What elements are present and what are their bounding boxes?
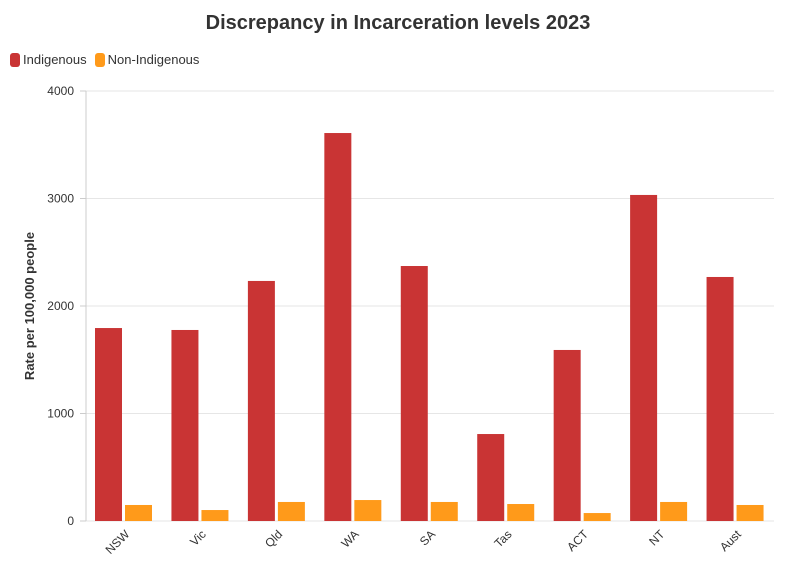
bar-indigenous-tas [477,434,505,521]
bar-non-indigenous-aust [736,504,764,521]
bar-indigenous-vic [171,329,199,521]
y-tick-label: 1000 [47,407,74,421]
bar-indigenous-wa [324,133,352,521]
bar-indigenous-nt [630,194,658,521]
x-tick-label: Qld [262,527,285,550]
bar-indigenous-qld [247,280,275,521]
x-tick-label: SA [417,527,438,548]
x-tick-label: Aust [717,527,744,554]
x-tick-label: Tas [491,527,514,550]
y-tick-label: 3000 [47,192,74,206]
legend-swatch [10,52,20,67]
bar-non-indigenous-qld [277,501,305,521]
x-tick-label: Vic [187,527,209,549]
chart-title: Discrepancy in Incarceration levels 2023 [205,12,591,34]
legend: Indigenous Non-Indigenous [10,52,199,67]
y-axis-label: Rate per 100,000 people [22,232,37,380]
bar-indigenous-nsw [95,328,122,521]
x-tick-label: ACT [564,527,591,554]
bar-non-indigenous-vic [201,510,229,521]
bar-indigenous-sa [400,266,428,521]
legend-label: Non-Indigenous [107,52,200,67]
bar-non-indigenous-nsw [125,504,152,521]
bar-non-indigenous-sa [430,501,458,521]
legend-swatch [94,52,105,67]
bar-non-indigenous-wa [354,500,382,521]
x-tick-label: NT [646,527,668,549]
legend-label: Indigenous [23,52,87,67]
bar-indigenous-act [553,349,581,521]
bar-non-indigenous-act [583,513,611,521]
y-tick-label: 4000 [47,84,74,98]
legend-item-indigenous[interactable]: Indigenous [10,52,87,67]
y-tick-label: 0 [67,514,74,528]
bar-non-indigenous-nt [660,501,688,521]
legend-item-non-indigenous[interactable]: Non-Indigenous [94,52,200,67]
x-tick-label: WA [338,527,361,550]
x-tick-label: NSW [103,527,133,557]
bar-non-indigenous-tas [507,504,535,521]
bar-indigenous-aust [706,276,734,521]
y-tick-label: 2000 [47,299,74,313]
